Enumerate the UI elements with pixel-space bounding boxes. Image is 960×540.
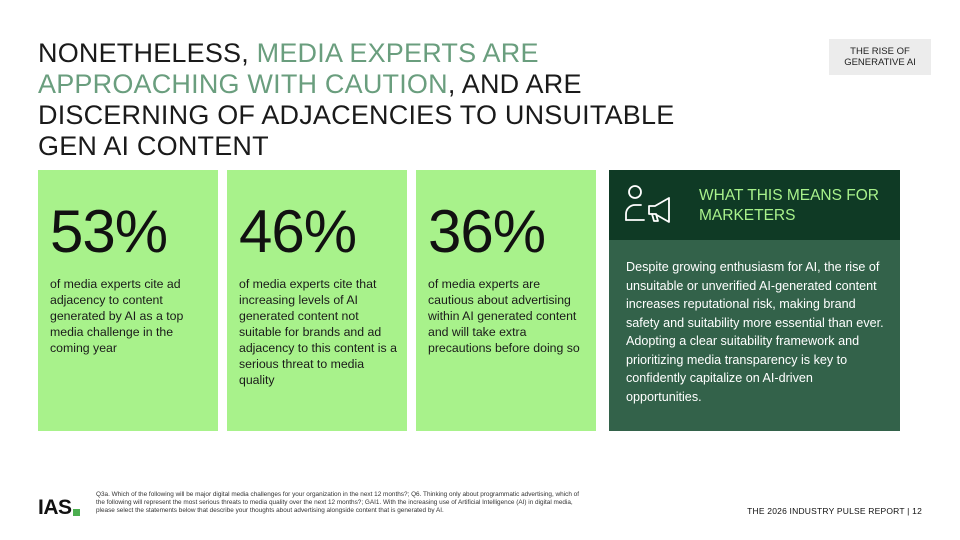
- footnote: Q3a. Which of the following will be majo…: [96, 491, 579, 514]
- stat-card-1: 53% of media experts cite ad adjacency t…: [38, 170, 218, 431]
- logo-mark-icon: [72, 509, 80, 516]
- title-accent: MEDIA EXPERTS ARE APPROACHING WITH CAUTI…: [38, 38, 539, 99]
- page-title: NONETHELESS, MEDIA EXPERTS ARE APPROACHI…: [38, 38, 738, 162]
- title-part-2: , AND ARE DISCERNING OF ADJACENCIES TO U…: [38, 69, 675, 161]
- stat-value: 53%: [50, 198, 168, 265]
- stat-description: of media experts cite that increasing le…: [239, 277, 397, 387]
- ias-logo: IAS: [38, 496, 80, 520]
- section-tag-line-2: GENERATIVE AI: [844, 57, 916, 68]
- stat-card-3: 36% of media experts are cautious about …: [416, 170, 596, 431]
- megaphone-person-icon: [625, 185, 670, 223]
- section-tag-line-1: THE RISE OF: [850, 46, 910, 57]
- stat-description: of media experts are cautious about adve…: [428, 277, 580, 355]
- marketers-panel: WHAT THIS MEANS FOR MARKETERS Despite gr…: [609, 170, 900, 431]
- ias-logo-text: IAS: [38, 496, 72, 519]
- report-page-label: THE 2026 INDUSTRY PULSE REPORT | 12: [747, 506, 922, 516]
- stat-card-2: 46% of media experts cite that increasin…: [227, 170, 407, 431]
- marketers-panel-title: WHAT THIS MEANS FOR MARKETERS: [699, 187, 879, 224]
- section-tag: THE RISE OF GENERATIVE AI: [829, 39, 931, 75]
- title-part-1: NONETHELESS,: [38, 38, 257, 68]
- stat-description: of media experts cite ad adjacency to co…: [50, 277, 184, 355]
- marketers-panel-header: WHAT THIS MEANS FOR MARKETERS: [609, 170, 900, 240]
- stat-value: 46%: [239, 198, 357, 265]
- marketers-panel-body: Despite growing enthusiasm for AI, the r…: [626, 260, 884, 404]
- stat-value: 36%: [428, 198, 546, 265]
